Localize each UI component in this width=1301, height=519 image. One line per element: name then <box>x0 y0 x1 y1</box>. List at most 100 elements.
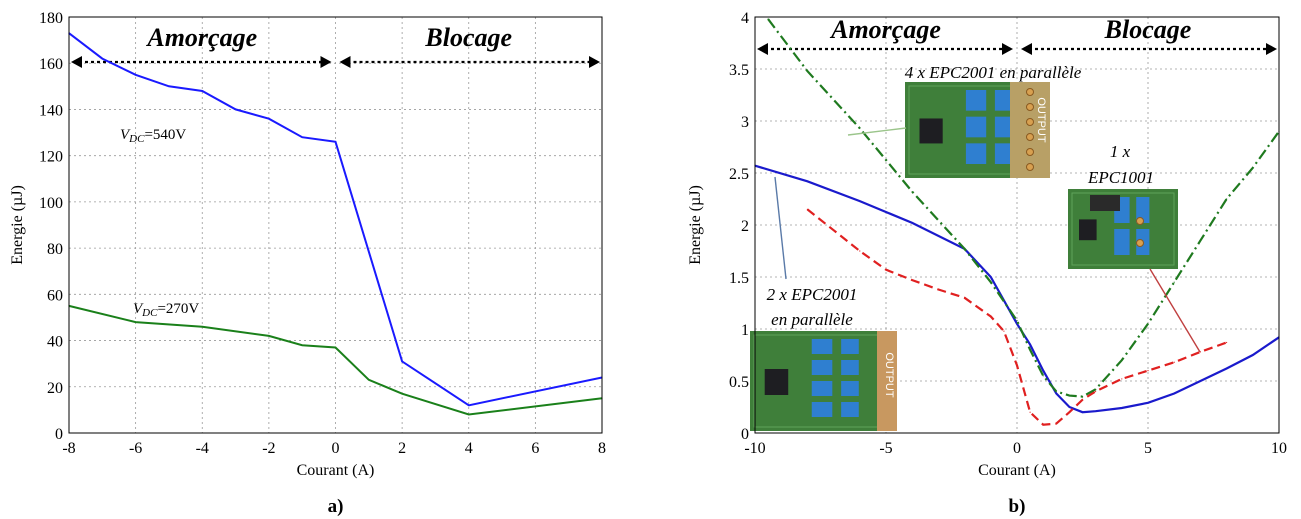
data-point <box>1252 354 1254 356</box>
data-point <box>1029 411 1031 413</box>
pcb-capacitor <box>994 116 1013 138</box>
data-point <box>268 335 270 337</box>
data-point <box>1042 375 1044 377</box>
inset-output-label: OUTPUT <box>1035 97 1047 143</box>
data-point <box>301 344 303 346</box>
annotation-1x-line1: 1 x <box>1110 142 1131 161</box>
y-axis-label: Energie (µJ) <box>9 185 26 265</box>
inset-output-label: OUTPUT <box>883 352 895 398</box>
data-point <box>1055 392 1057 395</box>
data-point <box>1226 198 1228 200</box>
x-tick-label: 6 <box>531 440 539 457</box>
data-point <box>1042 424 1044 426</box>
data-point <box>1068 394 1070 397</box>
region-arrow-blocage-head-right <box>1266 43 1277 55</box>
panel-label: a) <box>328 496 344 517</box>
series-label-vdc-270v: VDC=270V <box>133 301 199 319</box>
pcb-capacitor <box>965 116 987 138</box>
data-point <box>168 85 170 87</box>
region-arrow-amorcage-head-left <box>757 43 768 55</box>
x-tick-label: 4 <box>465 440 473 457</box>
pcb-capacitor <box>811 402 833 417</box>
data-point <box>990 281 992 283</box>
data-point <box>911 279 913 281</box>
pcb-pin <box>1026 148 1034 156</box>
pcb-capacitor <box>841 339 859 354</box>
series-line-1x-epc1001 <box>806 208 1227 426</box>
region-label-blocage: Blocage <box>424 23 512 52</box>
y-tick-label: 140 <box>39 102 63 119</box>
data-point <box>1055 423 1057 425</box>
y-tick-label: 0 <box>741 426 749 443</box>
data-point <box>1147 402 1149 404</box>
data-point <box>833 229 835 231</box>
data-point <box>964 297 966 299</box>
series-line-vdc-270v <box>68 304 603 416</box>
pcb-sensor <box>1090 195 1120 211</box>
data-point <box>937 288 940 291</box>
chart-b: -10 -5 0 5 10 0 0.5 1 1.5 2 2.5 3 3.5 4 Courant (A) Ene… <box>687 10 1287 517</box>
data-point <box>1226 367 1228 370</box>
y-tick-label: 4 <box>741 10 749 27</box>
data-point <box>1095 390 1097 392</box>
grid <box>69 17 602 433</box>
pcb-capacitor <box>1136 197 1150 223</box>
x-axis-label: Courant (A) <box>978 462 1056 479</box>
data-point <box>1068 411 1070 413</box>
region-arrow-amorcage-head-left <box>71 56 82 68</box>
data-point <box>368 379 370 381</box>
data-point <box>806 208 809 210</box>
pcb-pin <box>1026 118 1034 126</box>
data-point <box>1081 396 1084 398</box>
plot-frame <box>754 16 1280 434</box>
x-tick-label: -4 <box>196 440 209 457</box>
region-label-blocage: Blocage <box>1104 15 1192 44</box>
data-point <box>911 191 913 193</box>
pcb-capacitor <box>811 360 833 375</box>
region-arrow-blocage-head-right <box>589 56 600 68</box>
inset-2x-epc2001: OUTPUT <box>750 331 897 431</box>
y-tick-label: 40 <box>47 334 63 351</box>
pcb-capacitor <box>811 339 833 354</box>
x-tick-label: -6 <box>129 440 142 457</box>
pcb-pin <box>1026 103 1034 111</box>
y-tick-label: 1.5 <box>729 270 749 287</box>
y-tick-label: 180 <box>39 10 63 27</box>
pcb-chip <box>919 118 943 144</box>
pcb-capacitor <box>841 402 859 417</box>
annotation-4x-leader <box>847 127 907 136</box>
series-line-4x-epc2001 <box>767 18 1280 398</box>
data-point <box>468 413 470 416</box>
data-point <box>135 74 137 76</box>
pcb-connector-strip <box>877 331 897 431</box>
data-point <box>1226 341 1228 344</box>
x-tick-label: -5 <box>879 440 892 457</box>
data-point <box>1199 380 1201 382</box>
x-tick-label: 0 <box>332 440 340 457</box>
pcb-capacitor <box>994 90 1013 111</box>
data-point <box>1016 364 1018 366</box>
data-point <box>268 118 270 120</box>
y-tick-label: 120 <box>39 149 63 166</box>
pcb-capacitor <box>841 360 859 375</box>
pcb-capacitor <box>1114 229 1130 255</box>
x-tick-label: -2 <box>262 440 275 457</box>
data-point <box>806 70 809 72</box>
y-tick-label: 1 <box>741 322 749 339</box>
y-tick-label: 0 <box>55 426 63 443</box>
x-tick-label: 10 <box>1271 440 1287 457</box>
data-point <box>1081 399 1084 401</box>
pcb-connector-strip <box>1010 82 1050 178</box>
region-label-amorcage: Amorçage <box>145 23 257 52</box>
data-point <box>1016 320 1018 322</box>
annotation-1x-line2: EPC1001 <box>1087 168 1154 187</box>
data-point <box>990 315 992 318</box>
data-point <box>806 180 809 182</box>
data-point <box>1029 349 1031 351</box>
annotation-2x-leader <box>774 176 787 280</box>
data-point <box>401 360 403 362</box>
data-point <box>1081 411 1084 413</box>
plot-frame <box>68 16 603 434</box>
x-tick-label: 2 <box>398 440 406 457</box>
